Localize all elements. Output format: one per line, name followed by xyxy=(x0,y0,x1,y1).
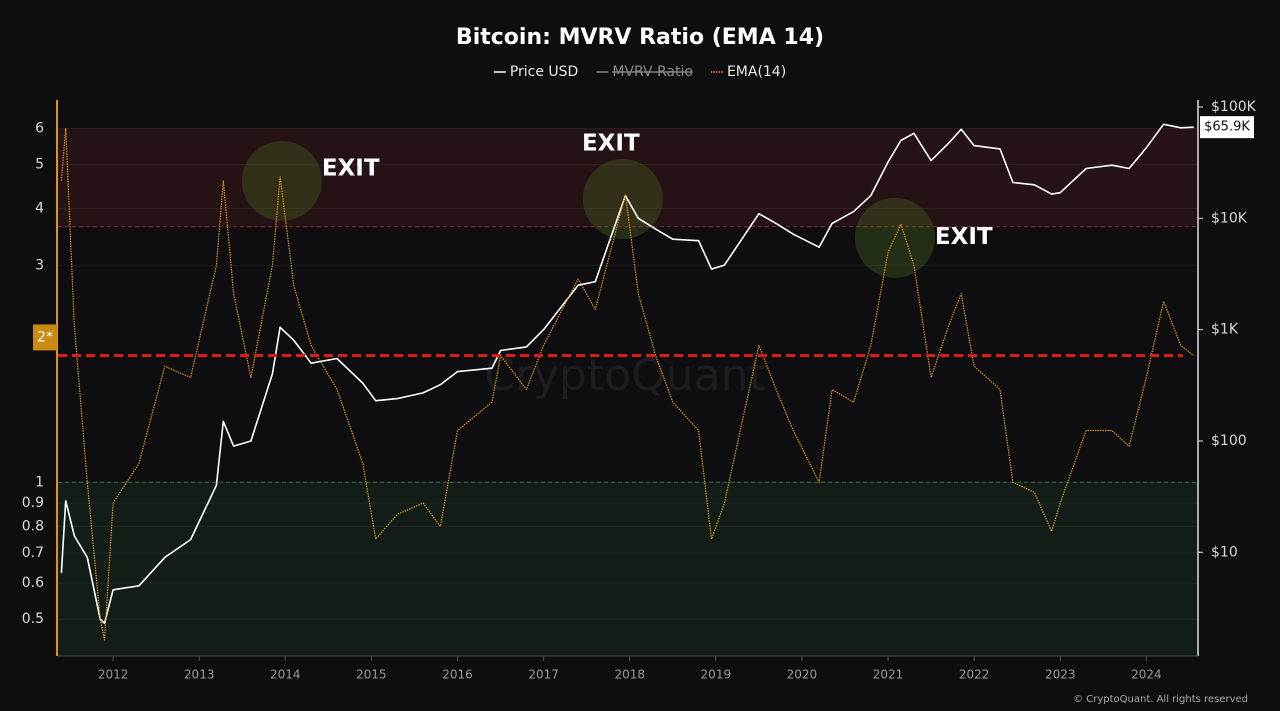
last-value-box xyxy=(1200,116,1254,139)
x-tick-label: 2013 xyxy=(184,668,215,682)
series-line xyxy=(60,127,1195,641)
zone xyxy=(58,482,1198,656)
x-tick-label: 2019 xyxy=(701,668,732,682)
annotation-circle xyxy=(241,140,322,221)
y-tick-label: 4 xyxy=(35,201,44,217)
y-tick-label: 6 xyxy=(35,120,44,136)
x-tick-label: 2023 xyxy=(1045,668,1076,682)
annotation-text: EXIT xyxy=(322,155,380,181)
x-tick-label: 2020 xyxy=(787,668,818,682)
y-tick-label: 1 xyxy=(35,474,44,490)
y-tick-label: 0.8 xyxy=(22,518,44,534)
copyright: © CryptoQuant. All rights reserved xyxy=(1073,694,1248,705)
annotation-text: EXIT xyxy=(935,224,993,250)
y2-tick-label: $100K xyxy=(1211,99,1257,115)
marker-box xyxy=(33,324,57,351)
watermark: CryptoQuant xyxy=(484,350,766,401)
y-tick-label: 0.5 xyxy=(22,611,44,627)
annotation-circle xyxy=(854,197,935,278)
y2-tick-label: $100 xyxy=(1211,433,1247,449)
x-tick-label: 2022 xyxy=(959,668,990,682)
y2-tick-label: $10K xyxy=(1211,210,1248,226)
series-line xyxy=(60,123,1194,625)
annotation-text: EXIT xyxy=(582,130,640,156)
x-tick-label: 2015 xyxy=(356,668,387,682)
y-tick-label: 5 xyxy=(35,156,44,172)
y2-tick-label: $10 xyxy=(1211,544,1238,560)
annotation-circle xyxy=(582,158,663,239)
last-value-label: $65.9K xyxy=(1204,120,1250,135)
legend: Price USD MVRV Ratio EMA(14) xyxy=(493,64,786,80)
x-tick-label: 2024 xyxy=(1131,668,1162,682)
y2-tick-label: $1K xyxy=(1211,322,1239,338)
legend-label: EMA(14) xyxy=(727,64,786,80)
x-tick-label: 2021 xyxy=(873,668,904,682)
marker-label: 2* xyxy=(37,329,53,345)
y-tick-label: 0.7 xyxy=(22,545,44,561)
x-tick-label: 2018 xyxy=(614,668,645,682)
x-tick-label: 2017 xyxy=(528,668,559,682)
x-tick-label: 2016 xyxy=(442,668,473,682)
y-tick-label: 0.6 xyxy=(22,575,44,591)
y-tick-label: 3 xyxy=(35,257,44,273)
x-tick-label: 2012 xyxy=(98,668,129,682)
x-tick-label: 2014 xyxy=(270,668,301,682)
y-tick-label: 0.9 xyxy=(22,495,44,511)
legend-label: Price USD xyxy=(510,64,579,80)
chart-title: Bitcoin: MVRV Ratio (EMA 14) xyxy=(456,25,824,50)
